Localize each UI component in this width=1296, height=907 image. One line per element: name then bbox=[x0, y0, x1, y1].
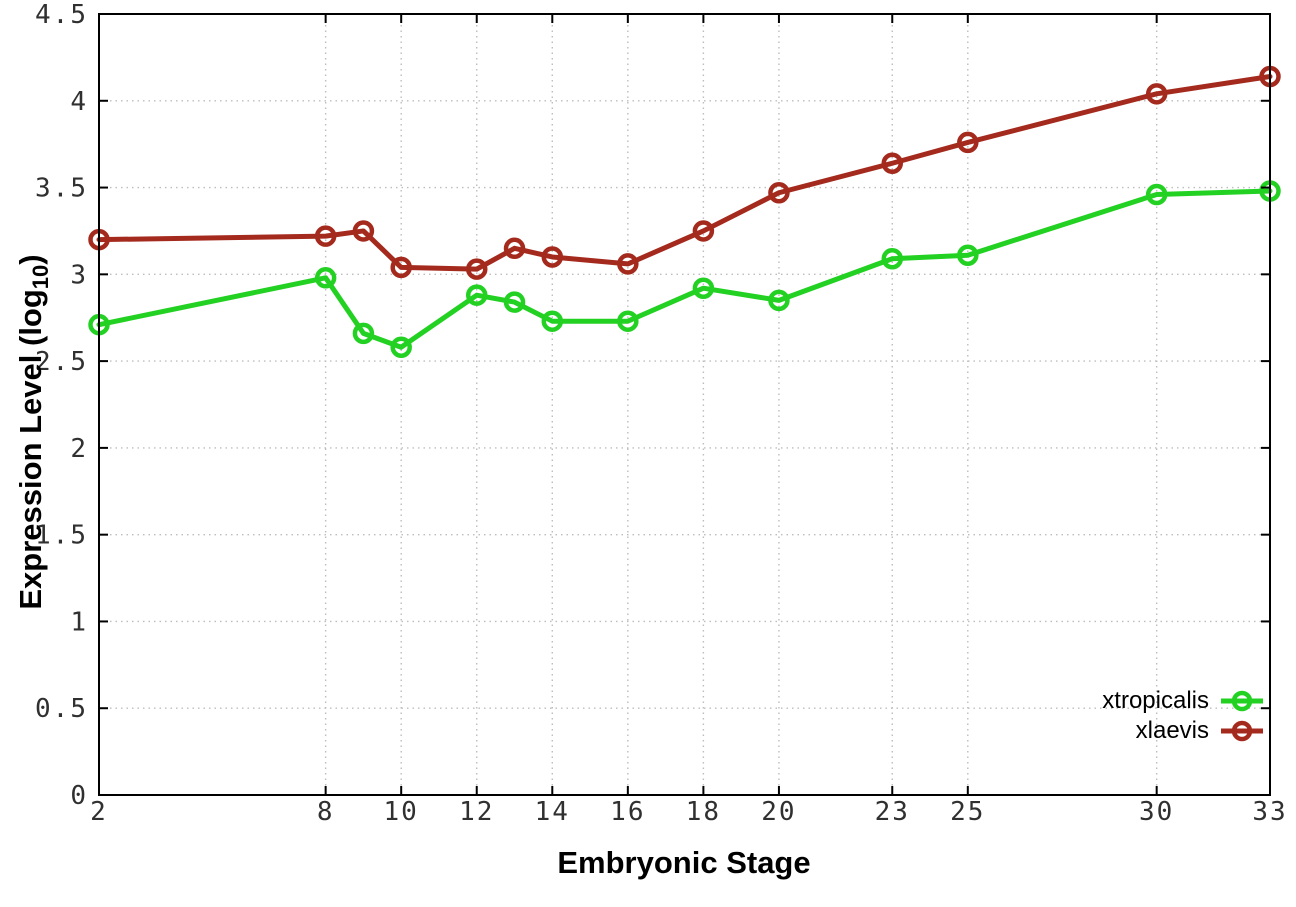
xtropicalis-line-marker-icon bbox=[1221, 690, 1263, 712]
legend-label-xtropicalis: xtropicalis bbox=[1102, 687, 1209, 714]
x-tick-label: 18 bbox=[686, 797, 721, 827]
y-tick-label: 1.5 bbox=[35, 521, 88, 551]
y-tick-labels: 0 0.5 1 1.5 2 2.5 3 3.5 4 4.5 bbox=[35, 0, 88, 811]
x-tick-label: 30 bbox=[1139, 797, 1174, 827]
series-xtropicalis bbox=[88, 180, 1281, 358]
legend: xtropicalis xlaevis bbox=[1102, 686, 1266, 746]
series-xlaevis-marker bbox=[881, 152, 904, 175]
legend-label-xlaevis: xlaevis bbox=[1135, 717, 1209, 744]
y-tick-label: 2.5 bbox=[35, 347, 88, 377]
x-tick-label: 25 bbox=[950, 797, 985, 827]
series-xtropicalis-line bbox=[96, 188, 1273, 350]
series-xlaevis-line bbox=[96, 73, 1273, 272]
y-tick-label: 4 bbox=[70, 87, 88, 117]
x-tick-label: 14 bbox=[535, 797, 570, 827]
y-tick-label: 0 bbox=[70, 781, 88, 811]
grid-lines bbox=[98, 13, 1271, 796]
x-tick-label: 20 bbox=[761, 797, 796, 827]
legend-item-xlaevis: xlaevis bbox=[1102, 716, 1266, 746]
series-xtropicalis-marker bbox=[957, 244, 979, 266]
series-xlaevis-marker bbox=[617, 253, 639, 275]
tick-marks bbox=[98, 13, 1271, 796]
x-tick-labels: 2 8 10 12 14 16 18 20 23 25 30 33 bbox=[90, 797, 1287, 827]
y-axis-title-subscript: 10 bbox=[28, 264, 53, 290]
x-tick-label: 33 bbox=[1252, 797, 1287, 827]
x-tick-label: 10 bbox=[384, 797, 419, 827]
x-tick-label: 2 bbox=[90, 797, 108, 827]
series-xlaevis-marker bbox=[957, 131, 979, 154]
series-xlaevis bbox=[88, 65, 1281, 280]
y-axis-title: Expression Level (log10) bbox=[13, 254, 53, 610]
x-tick-label: 16 bbox=[610, 797, 645, 827]
x-tick-label: 23 bbox=[875, 797, 910, 827]
series-xlaevis-marker bbox=[768, 182, 790, 204]
y-tick-label: 3 bbox=[70, 260, 88, 290]
series-xtropicalis-marker bbox=[1145, 183, 1168, 206]
series-xtropicalis-marker bbox=[352, 322, 375, 345]
y-tick-label: 4.5 bbox=[35, 0, 88, 30]
y-axis-title-main: Expression Level (log bbox=[13, 289, 48, 610]
x-tick-label: 12 bbox=[459, 797, 494, 827]
series-xlaevis-marker bbox=[1145, 83, 1168, 105]
plot-border bbox=[98, 13, 1271, 796]
y-tick-label: 2 bbox=[70, 434, 88, 464]
x-tick-label: 8 bbox=[317, 797, 335, 827]
series-xtropicalis-marker bbox=[768, 289, 790, 312]
series-xlaevis-marker bbox=[314, 225, 337, 247]
series-xtropicalis-marker bbox=[503, 291, 526, 313]
y-tick-label: 0.5 bbox=[35, 694, 88, 724]
series-xtropicalis-marker bbox=[881, 247, 904, 270]
y-tick-label: 3.5 bbox=[35, 174, 88, 204]
series-xlaevis-marker bbox=[352, 220, 375, 242]
series-xtropicalis-marker bbox=[390, 336, 412, 358]
series-xtropicalis-marker bbox=[617, 310, 639, 332]
xlaevis-line-marker-icon bbox=[1221, 720, 1263, 742]
y-tick-label: 1 bbox=[70, 607, 88, 637]
series-xtropicalis-marker bbox=[692, 277, 715, 299]
y-axis-title-end: ) bbox=[13, 254, 48, 265]
series-xtropicalis-marker bbox=[314, 267, 337, 289]
legend-item-xtropicalis: xtropicalis bbox=[1102, 686, 1266, 716]
series-xtropicalis-marker bbox=[541, 310, 564, 332]
series-xlaevis-marker bbox=[541, 246, 564, 268]
x-axis-title: Embryonic Stage bbox=[557, 845, 811, 880]
series-xlaevis-marker bbox=[503, 237, 526, 260]
series-xtropicalis-marker bbox=[465, 284, 488, 306]
series-xlaevis-marker bbox=[692, 220, 715, 242]
series-xlaevis-marker bbox=[390, 256, 412, 279]
series-xlaevis-marker bbox=[465, 258, 488, 280]
